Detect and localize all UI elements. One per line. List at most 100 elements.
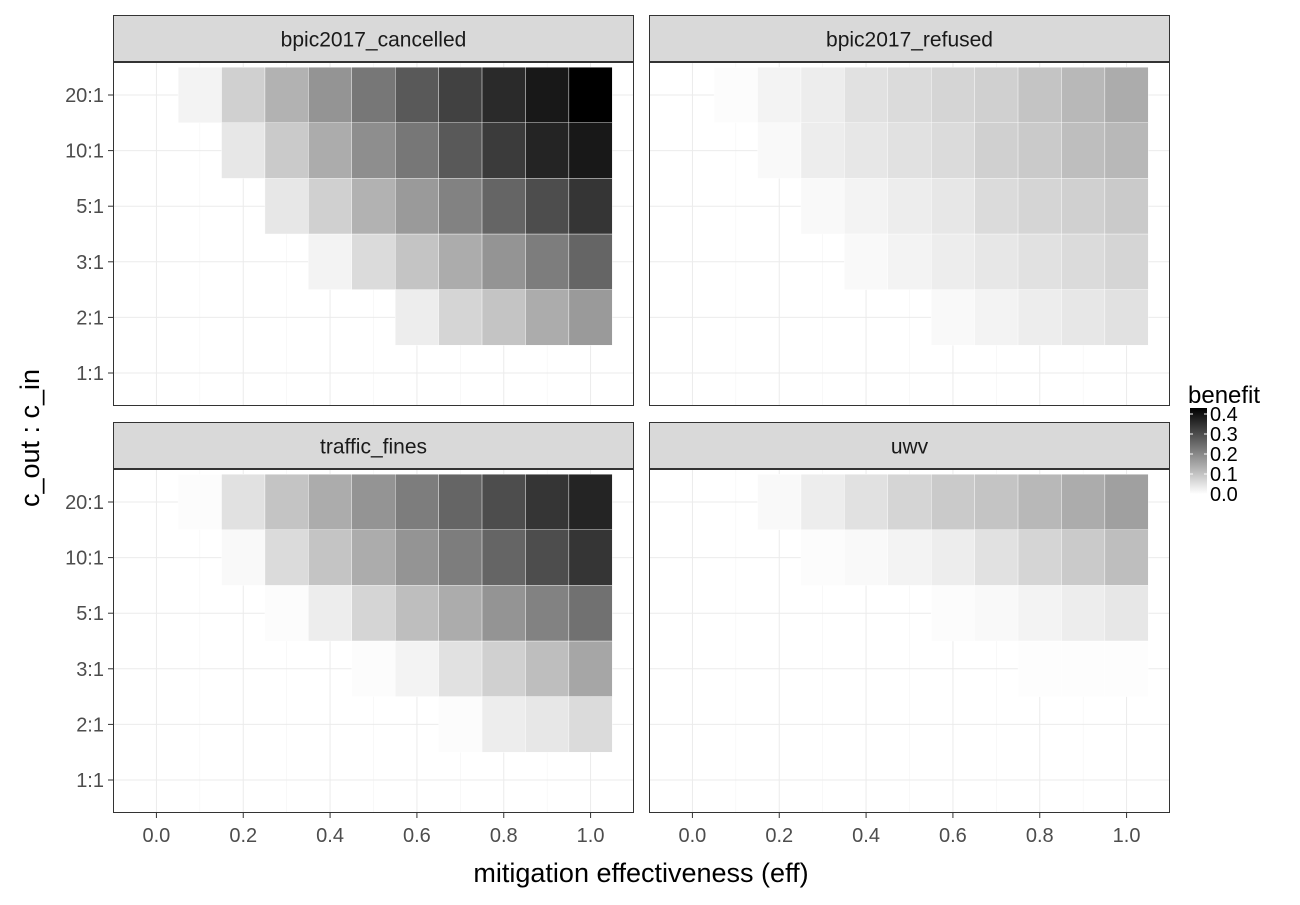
heatmap-cell	[1017, 529, 1062, 586]
heatmap-cell	[481, 640, 526, 697]
heatmap-cell	[221, 66, 266, 123]
heatmap-cell	[221, 529, 266, 586]
heatmap-cell	[568, 474, 613, 531]
heatmap-cell	[177, 474, 222, 531]
heatmap-cell	[351, 585, 396, 642]
x-axis: 0.0 0.2 0.4 0.6 0.8 1.0	[143, 813, 604, 847]
y-tick-label: 5:1	[76, 196, 104, 218]
heatmap-cell	[351, 233, 396, 290]
panel-border	[649, 62, 1170, 406]
facet-strip	[649, 15, 1170, 62]
heatmap-cell	[438, 529, 483, 586]
heatmap-cell	[844, 66, 888, 123]
panel-border	[649, 469, 1170, 813]
legend-tick-label: 0.0	[1210, 484, 1238, 506]
heatmap-cell	[844, 122, 888, 179]
heatmap-cell	[308, 585, 352, 642]
x-tick-label: 0.4	[316, 825, 344, 847]
heatmap-cell	[1017, 178, 1062, 235]
heatmap-cell	[1104, 66, 1149, 123]
heatmap-cell	[351, 529, 396, 586]
y-axis: 1:1 2:1 3:1 5:1 10:1 20:1	[65, 85, 113, 385]
heatmap-cell	[974, 233, 1019, 290]
heatmap-tiles	[177, 66, 613, 346]
heatmap-cell	[438, 640, 483, 697]
heatmap-cell	[844, 178, 888, 235]
heatmap-cell	[525, 474, 570, 531]
heatmap-cell	[800, 122, 845, 179]
y-tick-label: 20:1	[65, 85, 104, 107]
y-tick-label: 3:1	[76, 659, 104, 681]
heatmap-cell	[351, 66, 396, 123]
heatmap-cell	[438, 474, 483, 531]
heatmap-cell	[931, 66, 975, 123]
heatmap-cell	[395, 289, 439, 346]
heatmap-cell	[713, 66, 758, 123]
heatmap-cell	[1104, 178, 1149, 235]
heatmap-cell	[1061, 474, 1106, 531]
legend-tick-label: 0.1	[1210, 464, 1238, 486]
heatmap-cell	[481, 585, 526, 642]
heatmap-cell	[438, 696, 483, 753]
heatmap-cell	[800, 529, 845, 586]
x-tick-label: 0.8	[1026, 825, 1054, 847]
heatmap-cell	[1061, 585, 1106, 642]
heatmap-cell	[1104, 289, 1149, 346]
heatmap-cell	[931, 178, 975, 235]
x-tick-label: 0.6	[403, 825, 431, 847]
heatmap-cell	[481, 289, 526, 346]
heatmap-tiles	[713, 66, 1149, 346]
heatmap-cell	[395, 122, 439, 179]
y-tick-label: 10:1	[65, 141, 104, 163]
heatmap-cell	[974, 122, 1019, 179]
legend-ticks: 0.00.10.20.30.4	[1190, 404, 1238, 506]
y-axis: 1:1 2:1 3:1 5:1 10:1 20:1	[65, 492, 113, 792]
heatmap-cell	[351, 640, 396, 697]
heatmap-cell	[481, 122, 526, 179]
heatmap-cell	[525, 696, 570, 753]
heatmap-cell	[395, 640, 439, 697]
heatmap-cell	[1104, 529, 1149, 586]
heatmap-cell	[844, 474, 888, 531]
heatmap-cell	[308, 122, 352, 179]
facet-strip-label: bpic2017_cancelled	[281, 29, 467, 52]
legend-title: benefit	[1188, 382, 1260, 409]
heatmap-cell	[1061, 289, 1106, 346]
heatmap-cell	[568, 640, 613, 697]
heatmap-cell	[264, 178, 309, 235]
y-tick-label: 5:1	[76, 603, 104, 625]
heatmap-cell	[525, 289, 570, 346]
heatmap-cell	[177, 66, 222, 123]
heatmap-cell	[931, 122, 975, 179]
heatmap-cell	[1104, 640, 1149, 697]
heatmap-cell	[351, 178, 396, 235]
heatmap-cell	[844, 233, 888, 290]
heatmap-cell	[221, 122, 266, 179]
heatmap-cell	[481, 696, 526, 753]
heatmap-cell	[974, 474, 1019, 531]
heatmap-cell	[525, 66, 570, 123]
heatmap-cell	[1017, 585, 1062, 642]
heatmap-cell	[351, 122, 396, 179]
legend-tick-label: 0.3	[1210, 424, 1238, 446]
facet-panels: bpic2017_cancelled1:12:13:15:110:120:1bp…	[65, 15, 1170, 847]
heatmap-cell	[308, 178, 352, 235]
heatmap-cell	[481, 233, 526, 290]
y-tick-label: 3:1	[76, 252, 104, 274]
panel-border	[113, 469, 634, 813]
heatmap-cell	[568, 289, 613, 346]
heatmap-cell	[800, 66, 845, 123]
y-tick-label: 20:1	[65, 492, 104, 514]
heatmap-cell	[525, 178, 570, 235]
heatmap-cell	[525, 233, 570, 290]
heatmap-cell	[1017, 233, 1062, 290]
heatmap-cell	[887, 66, 932, 123]
facet-panel-bpic2017_refused: bpic2017_refused	[649, 15, 1170, 406]
heatmap-cell	[931, 233, 975, 290]
heatmap-cell	[481, 474, 526, 531]
heatmap-cell	[481, 178, 526, 235]
heatmap-cell	[395, 474, 439, 531]
heatmap-cell	[438, 66, 483, 123]
